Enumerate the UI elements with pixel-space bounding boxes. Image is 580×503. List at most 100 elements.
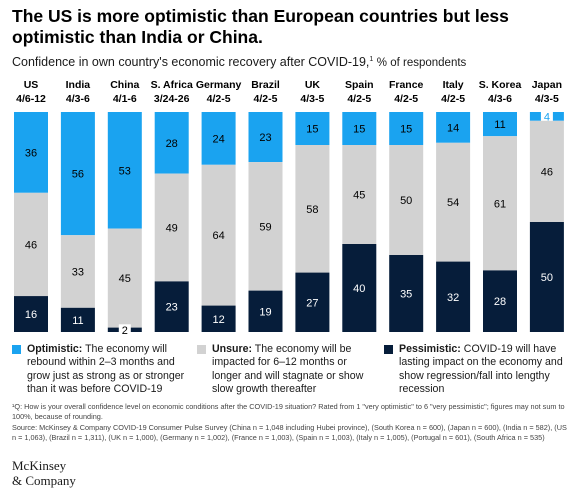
bar-unsure-germany [201, 164, 236, 306]
bar-unsure-s-korea [483, 136, 517, 271]
legend-text-optimistic: Optimistic: The economy will rebound wit… [27, 343, 192, 397]
value-label-optimistic-france: 15 [400, 124, 412, 136]
value-label-optimistic-us: 36 [25, 147, 37, 159]
date-label-us: 4/6-12 [16, 93, 46, 105]
bar-unsure-uk [295, 145, 330, 273]
value-label-unsure-france: 50 [400, 195, 412, 207]
bar-pessimistic-italy [436, 261, 471, 332]
bar-pessimistic-uk [295, 272, 330, 332]
value-label-unsure-brazil: 59 [259, 221, 271, 233]
logo-line-2: & Company [12, 473, 76, 488]
value-label-pessimistic-s-africa: 23 [166, 302, 178, 314]
value-label-unsure-spain: 45 [353, 190, 365, 202]
value-label-optimistic-s-africa: 28 [166, 138, 178, 150]
value-label-pessimistic-china: 2 [122, 325, 128, 337]
subtitle-unit: % of respondents [376, 57, 467, 69]
bar-unsure-france [389, 145, 424, 255]
legend-swatch-pessimistic [384, 345, 393, 354]
bar-pessimistic-germany [201, 305, 236, 332]
bar-pessimistic-japan [529, 222, 564, 332]
bar-pessimistic-s-korea [483, 270, 517, 332]
bar-pessimistic-spain [342, 244, 377, 332]
value-label-optimistic-china: 53 [119, 165, 131, 177]
value-label-pessimistic-us: 16 [25, 309, 37, 321]
country-label-s-africa: S. Africa [151, 79, 193, 91]
mckinsey-logo: McKinsey & Company [12, 458, 76, 488]
value-label-optimistic-japan: 4 [544, 111, 550, 123]
label-box-optimistic-japan [540, 110, 553, 122]
value-label-pessimistic-uk: 27 [306, 297, 318, 309]
value-label-unsure-germany: 64 [212, 230, 224, 242]
value-label-optimistic-india: 56 [72, 169, 84, 181]
legend-text-pessimistic: Pessimistic: COVID-19 will have lasting … [399, 343, 569, 397]
value-label-pessimistic-germany: 12 [212, 314, 224, 326]
footnote: ¹Q: How is your overall confidence level… [12, 402, 572, 444]
value-label-optimistic-s-korea: 11 [494, 119, 505, 131]
legend-desc-unsure: The economy will be impacted for 6–12 mo… [212, 343, 364, 396]
bar-pessimistic-brazil [248, 290, 283, 332]
country-label-china: China [110, 79, 139, 91]
value-label-unsure-italy: 54 [447, 197, 459, 209]
bar-unsure-japan [529, 120, 564, 222]
legend-label-pessimistic: Pessimistic: [399, 343, 461, 355]
bar-optimistic-s-korea [483, 112, 517, 137]
value-label-optimistic-germany: 24 [212, 133, 224, 145]
value-label-pessimistic-india: 11 [72, 315, 83, 327]
date-label-china: 4/1-6 [113, 93, 137, 105]
value-label-optimistic-brazil: 23 [259, 132, 271, 144]
value-label-optimistic-spain: 15 [353, 124, 365, 136]
legend-swatch-unsure [197, 345, 206, 354]
value-label-pessimistic-spain: 40 [353, 283, 365, 295]
bar-unsure-us [14, 192, 48, 297]
country-label-uk: UK [305, 79, 321, 91]
value-label-unsure-uk: 58 [306, 204, 318, 216]
date-label-s-africa: 3/24-26 [154, 93, 190, 105]
bar-unsure-italy [436, 142, 471, 262]
legend-text-unsure: Unsure: The economy will be impacted for… [212, 343, 367, 397]
legend-label-optimistic: Optimistic: [27, 343, 83, 355]
value-label-unsure-china: 45 [119, 273, 131, 285]
footnote-question: ¹Q: How is your overall confidence level… [12, 402, 565, 422]
value-label-unsure-s-africa: 49 [166, 223, 178, 235]
date-label-s-korea: 4/3-6 [488, 93, 512, 105]
country-label-s-korea: S. Korea [479, 79, 522, 91]
footnote-source: Source: McKinsey & Company COVID-19 Cons… [12, 422, 567, 443]
value-label-unsure-us: 46 [25, 239, 37, 251]
logo-line-1: McKinsey [12, 458, 67, 473]
bar-unsure-india [60, 235, 95, 308]
bar-pessimistic-us [14, 296, 48, 332]
country-label-spain: Spain [345, 79, 374, 91]
bar-optimistic-us [14, 112, 48, 193]
bar-optimistic-china [107, 112, 142, 229]
date-label-italy: 4/2-5 [441, 93, 465, 105]
date-label-brazil: 4/2-5 [254, 93, 278, 105]
bar-pessimistic-france [389, 255, 424, 332]
bar-unsure-brazil [248, 162, 283, 291]
label-box-pessimistic-china [118, 324, 131, 336]
value-label-pessimistic-s-korea: 28 [494, 296, 506, 308]
bar-optimistic-germany [201, 112, 236, 165]
subtitle-text: Confidence in own country's economic rec… [12, 55, 370, 69]
legend-swatch-optimistic [12, 345, 21, 354]
value-label-pessimistic-brazil: 19 [259, 306, 271, 318]
legend-label-unsure: Unsure: [212, 343, 253, 355]
country-label-italy: Italy [443, 79, 464, 91]
value-label-unsure-s-korea: 61 [494, 198, 506, 210]
legend-desc-optimistic: The economy will rebound within 2–3 mont… [27, 343, 185, 396]
bar-optimistic-brazil [248, 112, 283, 163]
country-label-france: France [389, 79, 424, 91]
value-label-unsure-india: 33 [72, 267, 84, 279]
value-label-optimistic-uk: 15 [306, 124, 318, 136]
date-label-india: 4/3-6 [66, 93, 90, 105]
legend-desc-pessimistic: COVID-19 will have lasting impact on the… [399, 343, 563, 396]
country-label-japan: Japan [532, 79, 562, 91]
value-label-pessimistic-japan: 50 [541, 272, 553, 284]
bar-optimistic-s-africa [154, 112, 189, 174]
country-label-india: India [66, 79, 91, 91]
value-label-optimistic-italy: 14 [447, 122, 459, 134]
country-label-us: US [24, 79, 39, 91]
bar-optimistic-uk [295, 112, 330, 145]
footnote-marker: 1 [369, 55, 374, 63]
bar-optimistic-india [60, 112, 95, 236]
date-label-spain: 4/2-5 [347, 93, 371, 105]
